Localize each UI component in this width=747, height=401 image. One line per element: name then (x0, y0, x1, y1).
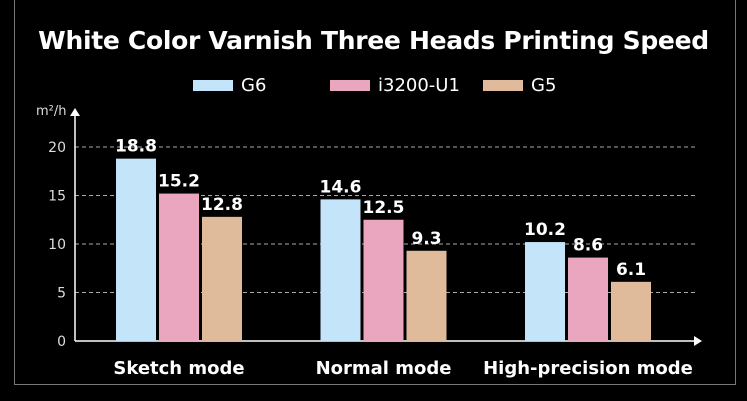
legend-swatch (193, 80, 233, 91)
x-category-label: Normal mode (316, 358, 452, 379)
data-label: 12.8 (201, 195, 243, 215)
bar-i3200-u1 (363, 219, 404, 341)
y-tick-label: 15 (48, 189, 66, 205)
data-label: 18.8 (115, 137, 157, 157)
y-axis-label: m²/h (36, 104, 67, 119)
bar-i3200-u1 (568, 257, 608, 341)
y-axis-arrow-icon (70, 108, 80, 116)
bar-g6 (525, 242, 565, 341)
y-tick-label: 20 (48, 140, 66, 156)
y-tick-label: 0 (57, 334, 66, 350)
legend-swatch (330, 80, 370, 91)
bar-g5 (406, 250, 447, 341)
bar-i3200-u1 (159, 193, 199, 341)
bar-g5 (611, 281, 651, 341)
legend-label: i3200-U1 (378, 75, 460, 96)
data-label: 6.1 (616, 260, 646, 280)
bar-g6 (320, 199, 361, 341)
data-label: 14.6 (320, 177, 362, 197)
x-category-label: High-precision mode (483, 358, 693, 379)
legend-item-g6: G6 (193, 75, 266, 96)
x-category-label: Sketch mode (113, 358, 244, 379)
y-tick-label: 5 (57, 286, 66, 302)
x-axis-arrow-icon (694, 336, 702, 346)
chart-title: White Color Varnish Three Heads Printing… (38, 26, 709, 55)
chart-frame (14, 0, 736, 385)
bar-g5 (202, 216, 242, 341)
data-label: 9.3 (411, 229, 441, 249)
data-label: 15.2 (158, 172, 200, 192)
legend-label: G6 (241, 75, 267, 96)
data-label: 8.6 (573, 236, 603, 256)
legend-item-i3200: i3200-U1 (330, 75, 460, 96)
bar-g6 (116, 158, 156, 341)
data-label: 12.5 (363, 198, 405, 218)
legend-swatch (483, 80, 523, 91)
y-tick-label: 10 (48, 237, 66, 253)
legend-label: G5 (531, 75, 557, 96)
data-label: 10.2 (524, 220, 566, 240)
legend-item-g5: G5 (483, 75, 556, 96)
